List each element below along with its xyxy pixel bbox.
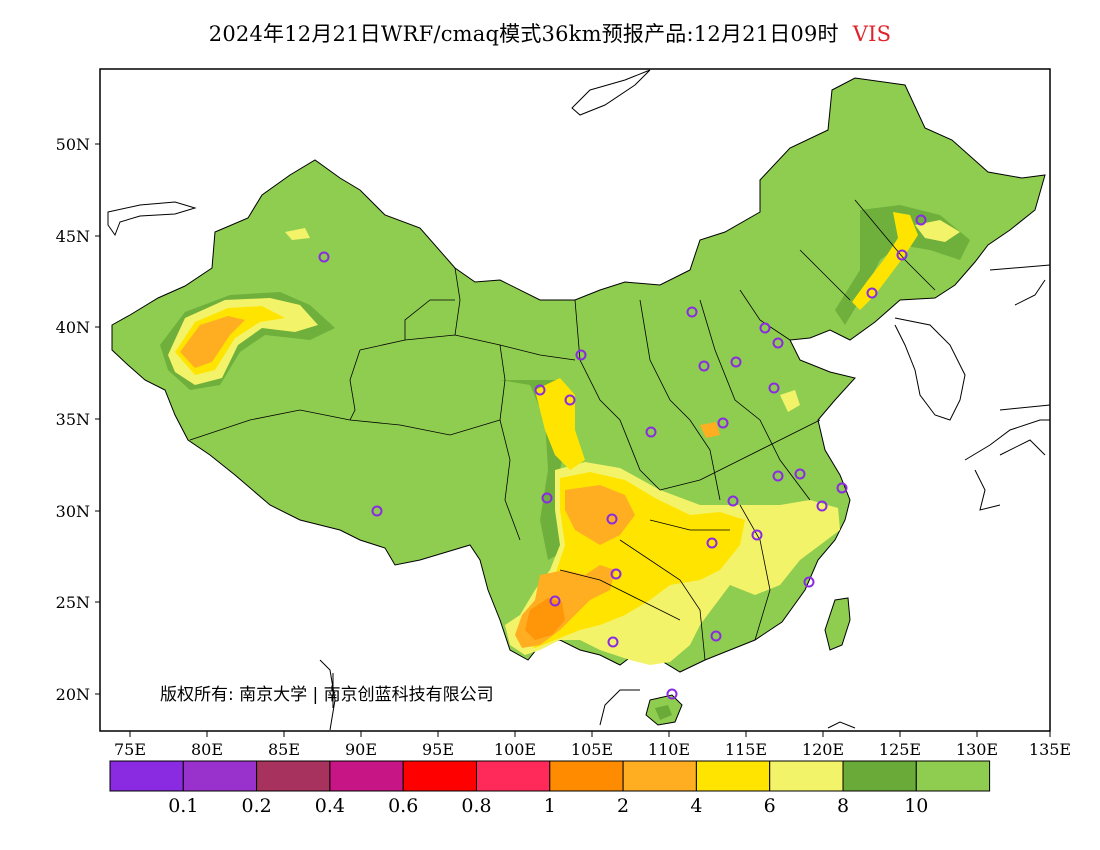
lon-tick-label: 105E	[571, 740, 613, 759]
legend-color-swatch	[256, 760, 331, 792]
legend-color-swatch	[842, 760, 917, 792]
legend-color-swatch	[549, 760, 624, 792]
legend-color-swatch	[329, 760, 404, 792]
station-marker	[666, 688, 678, 700]
station-marker	[772, 337, 784, 349]
lon-tick-label: 120E	[802, 740, 844, 759]
legend-label: 0.1	[168, 795, 198, 817]
lat-tick-label: 40N	[56, 318, 90, 337]
lat-tick-label: 20N	[56, 685, 90, 704]
longitude-axis: 75E 80E 85E 90E 95E 100E 105E 110E 115E …	[114, 731, 1071, 759]
station-marker	[607, 636, 619, 648]
vis-6-8-xinjiang	[285, 228, 310, 240]
station-marker	[710, 630, 722, 642]
lon-tick-label: 100E	[494, 740, 536, 759]
station-marker	[836, 482, 848, 494]
lon-tick-label: 80E	[191, 740, 223, 759]
legend-label: 6	[764, 795, 776, 817]
color-legend: 0.1 0.2 0.4 0.6 0.8 1 2 4 6 8 10	[109, 760, 991, 817]
station-marker	[534, 384, 546, 396]
legend-label: 0.2	[241, 795, 271, 817]
legend-color-swatch	[622, 760, 697, 792]
lat-tick-label: 30N	[56, 502, 90, 521]
lon-tick-label: 125E	[879, 740, 921, 759]
station-marker	[772, 470, 784, 482]
station-marker	[727, 495, 739, 507]
vis-6-8-northeast	[915, 220, 960, 242]
legend-color-swatch	[109, 760, 184, 792]
legend-color-swatch	[402, 760, 478, 792]
legend-color-swatch	[695, 760, 771, 792]
legend-label: 0.8	[461, 795, 491, 817]
station-marker	[803, 576, 815, 588]
map-title: 2024年12月21日WRF/cmaq模式36km预报产品:12月21日09时 V…	[0, 18, 1100, 48]
station-marker	[794, 468, 806, 480]
station-marker	[751, 529, 763, 541]
station-marker	[564, 394, 576, 406]
copyright-text: 版权所有: 南京大学 | 南京创蓝科技有限公司	[160, 685, 494, 705]
lon-tick-label: 135E	[1029, 740, 1071, 759]
lat-tick-label: 25N	[56, 593, 90, 612]
station-marker	[706, 537, 718, 549]
vis-4-6-northeast	[852, 212, 918, 310]
station-marker	[759, 322, 771, 334]
station-marker	[541, 492, 553, 504]
station-marker	[896, 249, 908, 261]
lon-tick-label: 75E	[114, 740, 146, 759]
lon-tick-label: 90E	[345, 740, 377, 759]
station-marker	[730, 356, 742, 368]
station-marker	[768, 382, 780, 394]
station-marker	[549, 595, 561, 607]
station-marker	[645, 426, 657, 438]
lon-tick-label: 115E	[725, 740, 767, 759]
station-marker	[610, 568, 622, 580]
vis-4-6-gansu	[535, 378, 585, 470]
lat-tick-label: 35N	[56, 410, 90, 429]
legend-color-swatch	[182, 760, 258, 792]
taiwan	[824, 597, 851, 651]
lat-tick-label: 50N	[56, 135, 90, 154]
lat-tick-label: 45N	[56, 227, 90, 246]
station-marker	[816, 500, 828, 512]
vis-4-6-henan	[700, 422, 720, 438]
station-marker	[318, 251, 330, 263]
legend-label: 10	[904, 795, 928, 817]
vis-2-4-tarim	[180, 316, 245, 368]
legend-label: 4	[690, 795, 702, 817]
station-marker	[371, 505, 383, 517]
station-marker	[698, 360, 710, 372]
station-marker	[606, 513, 618, 525]
legend-color-swatch	[915, 760, 991, 792]
lon-tick-label: 95E	[422, 740, 454, 759]
title-main: 2024年12月21日WRF/cmaq模式36km预报产品:12月21日09时	[208, 22, 839, 46]
legend-color-swatch	[769, 760, 844, 792]
title-variable: VIS	[852, 22, 892, 46]
legend-color-swatch	[476, 760, 551, 792]
lon-tick-label: 110E	[648, 740, 690, 759]
station-marker	[915, 214, 927, 226]
neighbor-coastlines	[107, 69, 1051, 731]
station-marker	[575, 349, 587, 361]
map-content	[107, 69, 1051, 731]
vis-6-8-shandong	[780, 390, 800, 412]
latitude-axis: 50N 45N 40N 35N 30N 25N 20N	[56, 135, 100, 704]
legend-label: 0.4	[315, 795, 345, 817]
station-marker	[866, 287, 878, 299]
hainan-dark	[655, 705, 672, 720]
station-marker	[686, 306, 698, 318]
legend-label: 0.6	[388, 795, 418, 817]
legend-label: 1	[544, 795, 556, 817]
lon-tick-label: 85E	[268, 740, 300, 759]
lon-tick-label: 130E	[956, 740, 998, 759]
legend-label: 8	[837, 795, 849, 817]
vis-1-2-yunnan	[525, 598, 565, 640]
station-marker	[717, 417, 729, 429]
legend-label: 2	[617, 795, 629, 817]
vis-2-4-sichuan	[565, 485, 635, 545]
station-markers	[318, 214, 927, 700]
